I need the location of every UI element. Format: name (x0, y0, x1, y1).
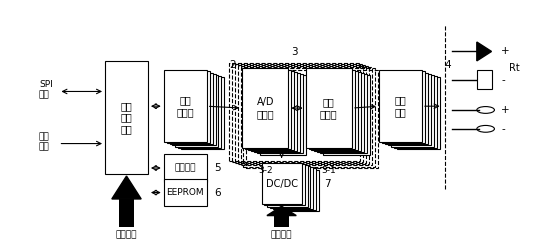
Bar (235, 65, 366, 163)
Text: 7: 7 (324, 179, 331, 189)
Text: 辅助电源: 辅助电源 (271, 230, 292, 239)
Bar (181, 77, 225, 149)
Text: Rt: Rt (509, 63, 519, 73)
Text: EEPROM: EEPROM (166, 188, 204, 197)
Bar (245, 69, 291, 149)
Text: 选择
输入: 选择 输入 (39, 132, 49, 151)
Bar (267, 165, 307, 207)
Bar (261, 163, 302, 204)
Text: -: - (502, 75, 505, 85)
Bar (276, 168, 316, 210)
Bar (270, 166, 310, 208)
Bar (244, 68, 375, 166)
Bar (379, 70, 422, 142)
Text: 光电
耦合器: 光电 耦合器 (176, 95, 194, 117)
Text: 逻辑电源: 逻辑电源 (116, 230, 137, 239)
Bar (248, 71, 294, 150)
Text: SPI
总线: SPI 总线 (39, 80, 53, 99)
Bar (311, 71, 358, 150)
Circle shape (477, 106, 494, 113)
Bar (257, 74, 303, 153)
Text: 输入
处理: 输入 处理 (395, 95, 406, 117)
Bar (254, 73, 300, 152)
Bar (176, 75, 219, 147)
Polygon shape (477, 42, 492, 61)
Bar (178, 76, 221, 148)
Bar (265, 164, 305, 205)
Text: 4: 4 (445, 60, 451, 70)
Bar (105, 61, 148, 174)
Bar (477, 70, 492, 89)
Polygon shape (267, 206, 296, 216)
Bar (320, 74, 367, 153)
Bar (237, 66, 369, 164)
Text: 3: 3 (291, 47, 297, 57)
Text: 1: 1 (123, 179, 130, 189)
Bar (232, 64, 363, 162)
Text: 控制
逻辑
电路: 控制 逻辑 电路 (121, 101, 132, 134)
Bar (163, 70, 207, 142)
Circle shape (477, 125, 494, 132)
Bar (274, 216, 289, 227)
Bar (382, 71, 425, 143)
Bar (317, 73, 364, 152)
Text: 3-2: 3-2 (258, 166, 272, 175)
Bar (242, 68, 289, 148)
Bar (170, 73, 212, 144)
Bar (274, 167, 314, 209)
Bar (391, 75, 434, 147)
Bar (388, 74, 431, 145)
Bar (241, 67, 371, 166)
Text: +: + (502, 105, 510, 115)
Bar (172, 74, 216, 145)
Text: 内置冷端: 内置冷端 (175, 164, 196, 173)
Bar (394, 76, 436, 148)
Bar (119, 199, 134, 227)
Bar (314, 72, 361, 151)
Bar (260, 75, 306, 154)
Bar (229, 63, 360, 161)
Polygon shape (112, 176, 141, 199)
Bar (323, 75, 370, 154)
Text: 6: 6 (214, 188, 221, 197)
Bar (163, 154, 207, 182)
Bar (385, 73, 428, 144)
Text: DC/DC: DC/DC (266, 179, 297, 189)
Text: +: + (502, 46, 510, 56)
Bar (396, 77, 440, 149)
Bar (251, 72, 297, 151)
Bar (163, 179, 207, 206)
Bar (309, 69, 355, 149)
Bar (246, 69, 378, 168)
Bar (279, 170, 319, 211)
Text: 3-1: 3-1 (321, 166, 336, 175)
Text: A/D
转换器: A/D 转换器 (256, 97, 274, 119)
Bar (167, 71, 210, 143)
Text: 5: 5 (214, 163, 221, 173)
Text: 2: 2 (229, 60, 236, 70)
Bar (306, 68, 352, 148)
Text: 程控
放大器: 程控 放大器 (320, 97, 337, 119)
Text: -: - (502, 124, 505, 134)
